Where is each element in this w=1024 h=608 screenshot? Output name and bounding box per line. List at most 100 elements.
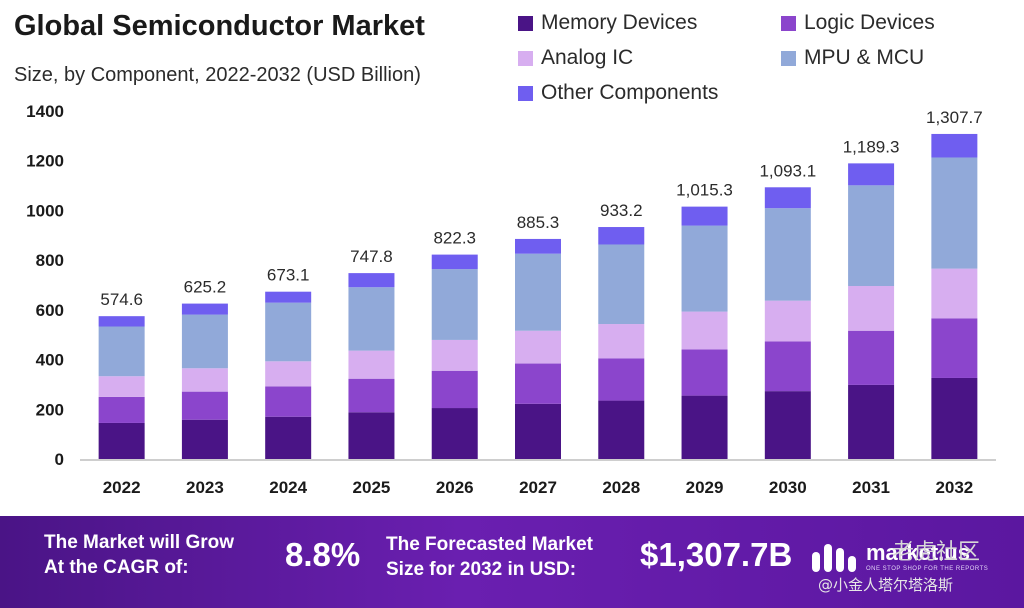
bar-segment-logic-devices xyxy=(431,370,478,409)
legend-item-mpu-mcu: MPU & MCU xyxy=(781,46,924,70)
bar-segment-mpu-mcu xyxy=(515,253,561,331)
bar-segment-logic-devices xyxy=(931,318,978,378)
bar-segment-other-components xyxy=(98,316,145,327)
brand-tagline: ONE STOP SHOP FOR THE REPORTS xyxy=(866,566,989,572)
bar-segment-other-components xyxy=(431,254,478,270)
forecast-caption: The Forecasted Market Size for 2032 in U… xyxy=(386,532,646,582)
bar-segment-mpu-mcu xyxy=(98,326,145,377)
bar-segment-memory-devices xyxy=(181,419,228,459)
bar-segment-memory-devices xyxy=(98,422,145,459)
x-tick-label: 2026 xyxy=(436,478,474,497)
bar-total-label: 1,093.1 xyxy=(759,161,816,180)
watermark-handle: @小金人塔尔塔洛斯 xyxy=(818,576,954,594)
bar-segment-mpu-mcu xyxy=(764,208,811,301)
y-tick-label: 800 xyxy=(36,251,64,270)
bar-segment-analog-ic xyxy=(598,324,645,359)
legend-label: Other Components xyxy=(541,81,719,104)
cagr-caption-line2: At the CAGR of: xyxy=(44,557,189,578)
bar-segment-other-components xyxy=(265,291,312,303)
legend-swatch xyxy=(781,50,796,66)
x-tick-label: 2032 xyxy=(935,478,973,497)
bar-segment-memory-devices xyxy=(598,400,645,459)
bar-segment-logic-devices xyxy=(848,330,895,385)
chart-subtitle: Size, by Component, 2022-2032 (USD Billi… xyxy=(14,64,421,86)
bar-segment-analog-ic xyxy=(515,330,561,364)
bar-segment-other-components xyxy=(931,133,978,158)
bar-segment-logic-devices xyxy=(681,349,728,396)
bar-segment-mpu-mcu xyxy=(181,314,228,369)
bar-segment-mpu-mcu xyxy=(431,269,478,340)
bar-segment-logic-devices xyxy=(598,358,645,401)
bar-segment-memory-devices xyxy=(265,416,312,459)
bar-segment-memory-devices xyxy=(764,391,811,459)
y-tick-label: 1400 xyxy=(26,102,64,121)
x-tick-label: 2029 xyxy=(686,478,724,497)
bar-segment-mpu-mcu xyxy=(265,302,312,362)
brand-name: market.us xyxy=(866,540,970,565)
cagr-caption: The Market will Grow At the CAGR of: xyxy=(44,530,284,580)
cagr-caption-line1: The Market will Grow xyxy=(44,532,235,553)
x-tick-label: 2023 xyxy=(186,478,224,497)
legend-label: Analog IC xyxy=(541,46,634,69)
x-tick-label: 2027 xyxy=(519,478,557,497)
bar-segment-logic-devices xyxy=(265,386,312,417)
forecast-caption-line1: The Forecasted Market xyxy=(386,534,593,555)
footer-banner: The Market will Grow At the CAGR of: 8.8… xyxy=(0,516,1024,608)
bar-segment-mpu-mcu xyxy=(598,244,645,325)
bar-segment-mpu-mcu xyxy=(681,225,728,312)
x-tick-label: 2024 xyxy=(269,478,307,497)
bar-segment-logic-devices xyxy=(98,396,145,423)
legend-swatch xyxy=(518,50,533,66)
cagr-value: 8.8% xyxy=(285,536,361,573)
legend-swatch xyxy=(781,15,796,31)
bar-total-label: 747.8 xyxy=(350,247,393,266)
bar-segment-analog-ic xyxy=(681,311,728,350)
stacked-bar-chart: 0 200 400 600 800 1000 1200 1400 574.6 2022 625.2 2… xyxy=(26,102,996,497)
x-tick-label: 2022 xyxy=(103,478,141,497)
bar-segment-other-components xyxy=(764,187,811,209)
bar-segment-mpu-mcu xyxy=(348,287,395,351)
bar-segment-logic-devices xyxy=(515,363,561,404)
bar-segment-memory-devices xyxy=(431,408,478,459)
bar-total-label: 574.6 xyxy=(100,290,143,309)
legend: Memory Devices Logic Devices Analog IC M… xyxy=(0,0,1024,110)
bar-segment-other-components xyxy=(181,303,228,315)
y-tick-label: 0 xyxy=(55,450,64,469)
legend-label: Logic Devices xyxy=(804,11,935,34)
bar-segment-other-components xyxy=(348,273,395,288)
bar-segment-memory-devices xyxy=(681,395,728,459)
brand-logo-icon xyxy=(812,544,856,572)
bar-total-label: 1,189.3 xyxy=(843,137,900,156)
bar-segment-memory-devices xyxy=(515,403,561,459)
legend-item-analog-ic: Analog IC xyxy=(518,46,633,70)
bar-segment-other-components xyxy=(848,163,895,186)
bar-segment-analog-ic xyxy=(431,339,478,371)
bar-segment-other-components xyxy=(598,227,645,245)
bar-segment-analog-ic xyxy=(764,300,811,342)
bar-segment-analog-ic xyxy=(181,368,228,392)
y-tick-label: 1000 xyxy=(26,201,64,220)
forecast-caption-line2: Size for 2032 in USD: xyxy=(386,559,577,580)
chart-title: Global Semiconductor Market xyxy=(14,10,425,42)
bar-total-label: 822.3 xyxy=(433,229,476,248)
y-tick-label: 400 xyxy=(36,351,64,370)
x-tick-label: 2028 xyxy=(602,478,640,497)
bar-total-label: 1,307.7 xyxy=(926,108,983,127)
bar-segment-memory-devices xyxy=(931,377,978,459)
bar-total-label: 1,015.3 xyxy=(676,181,733,200)
bar-total-label: 625.2 xyxy=(184,278,227,297)
bar-segment-other-components xyxy=(515,238,561,254)
legend-item-other-components: Other Components xyxy=(518,81,718,105)
y-tick-label: 200 xyxy=(36,400,64,419)
x-tick-label: 2031 xyxy=(852,478,890,497)
bar-segment-analog-ic xyxy=(98,376,145,397)
x-tick-label: 2025 xyxy=(353,478,391,497)
watermark-text: 老虎社区 xyxy=(892,540,981,565)
bar-segment-analog-ic xyxy=(931,268,978,319)
bar-segment-memory-devices xyxy=(848,384,895,459)
bar-segment-analog-ic xyxy=(265,361,312,387)
bar-segment-logic-devices xyxy=(764,341,811,392)
bar-total-label: 673.1 xyxy=(267,266,310,285)
bar-segment-other-components xyxy=(681,206,728,226)
legend-swatch xyxy=(518,15,533,31)
